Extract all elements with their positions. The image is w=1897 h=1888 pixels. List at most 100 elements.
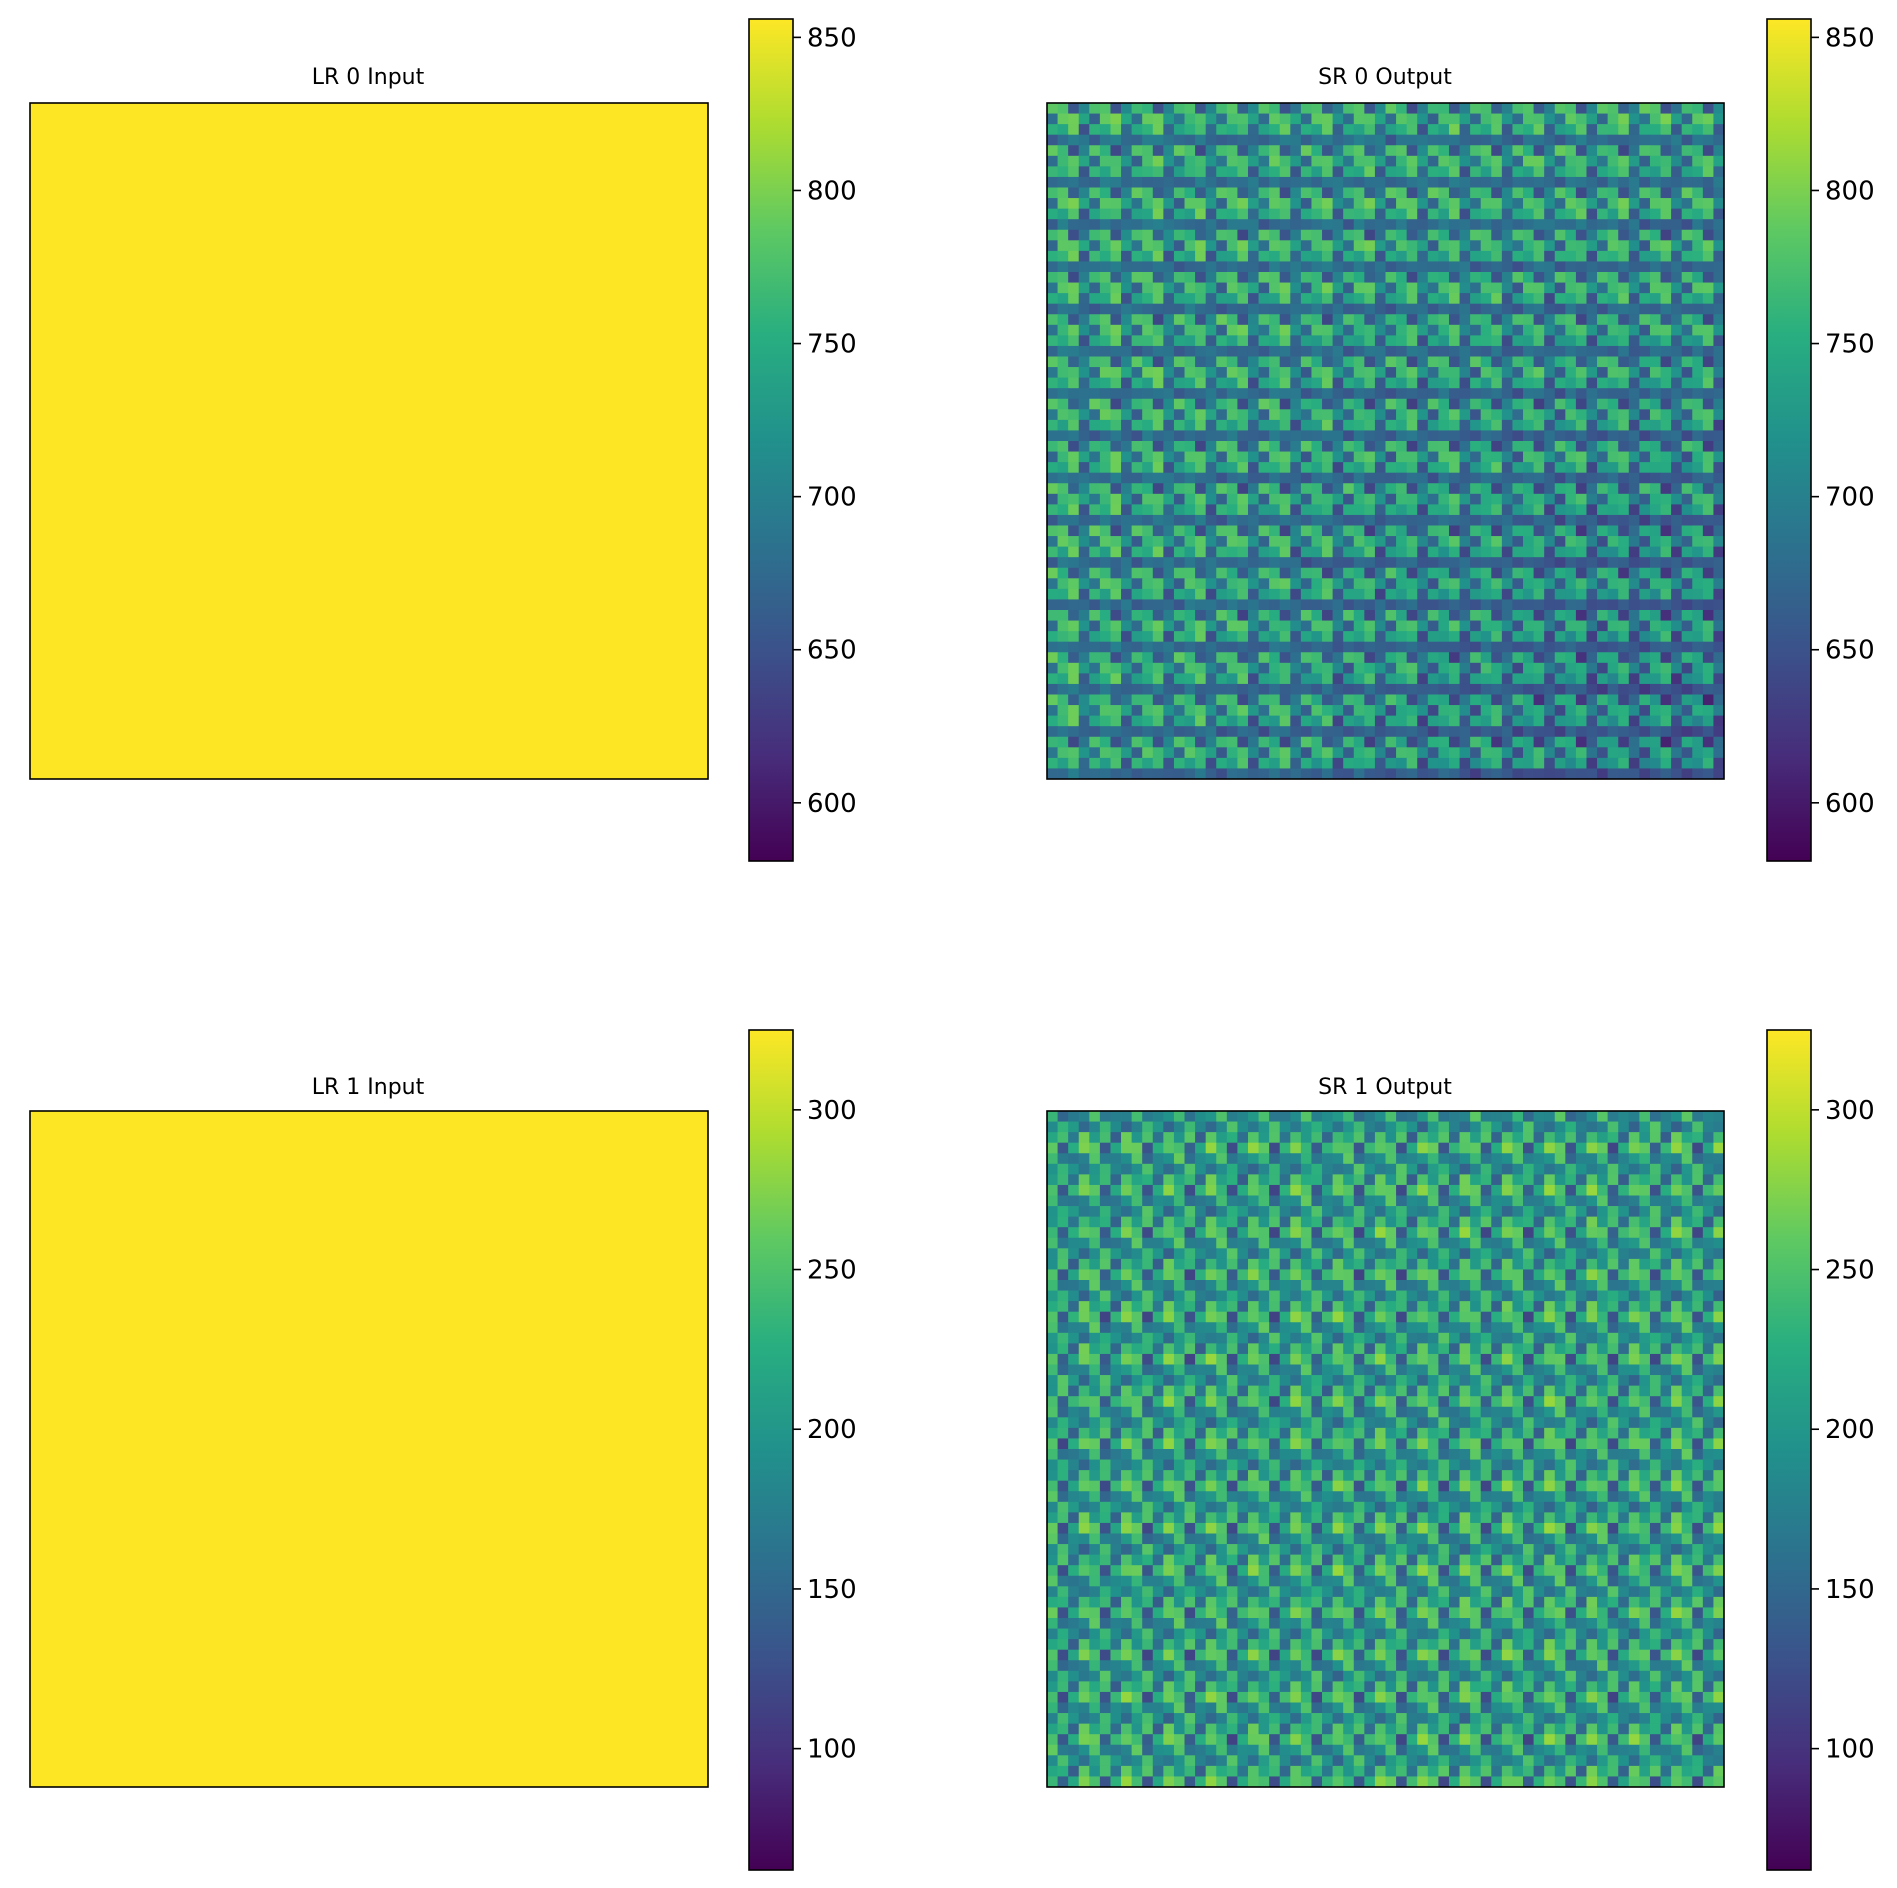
- heatmap-cell: [1300, 377, 1312, 389]
- heatmap-cell: [1332, 1216, 1344, 1228]
- heatmap-cell: [1512, 303, 1524, 315]
- heatmap-cell: [1142, 610, 1154, 621]
- heatmap-cell: [1692, 736, 1704, 748]
- heatmap-cell: [1470, 747, 1482, 759]
- heatmap-cell: [1343, 694, 1355, 706]
- heatmap-cell: [1152, 652, 1164, 664]
- heatmap-cell: [1131, 103, 1143, 114]
- heatmap-cell: [1597, 705, 1609, 717]
- heatmap-cell: [1110, 187, 1122, 199]
- heatmap-cell: [1512, 198, 1524, 210]
- heatmap-cell: [1195, 293, 1207, 305]
- heatmap-cell: [1311, 1206, 1323, 1218]
- heatmap-cell: [1649, 683, 1661, 695]
- heatmap-cell: [1290, 261, 1302, 273]
- heatmap-cell: [1068, 483, 1080, 495]
- heatmap-cell: [1121, 1195, 1133, 1207]
- heatmap-cell: [1681, 493, 1693, 505]
- heatmap-cell: [1057, 229, 1069, 241]
- heatmap-cell: [1406, 1195, 1418, 1207]
- heatmap-cell: [1173, 303, 1185, 315]
- heatmap-cell: [1692, 1132, 1704, 1144]
- heatmap-cell: [1607, 641, 1619, 653]
- heatmap-cell: [1470, 1153, 1482, 1165]
- heatmap-cell: [1216, 652, 1228, 664]
- heatmap-cell: [1247, 1142, 1259, 1154]
- heatmap-cell: [1512, 103, 1524, 114]
- heatmap-cell: [1671, 757, 1683, 769]
- heatmap-cell: [1078, 1163, 1090, 1175]
- heatmap-cell: [1639, 176, 1651, 188]
- heatmap-cell: [1269, 641, 1281, 653]
- heatmap-cell: [1618, 1121, 1630, 1133]
- heatmap-cell: [1364, 1174, 1376, 1186]
- heatmap-cell: [1544, 356, 1556, 368]
- heatmap-cell: [1702, 694, 1714, 706]
- heatmap-cell: [1501, 187, 1513, 199]
- heatmap-cell: [1152, 441, 1164, 452]
- heatmap-cell: [1671, 726, 1683, 738]
- heatmap-cell: [1364, 641, 1376, 653]
- heatmap-cell: [1226, 1163, 1238, 1175]
- heatmap-cell: [1247, 1184, 1259, 1196]
- heatmap-cell: [1501, 1121, 1513, 1133]
- plot-frame: [29, 1110, 709, 1788]
- heatmap-cell: [1501, 599, 1513, 611]
- heatmap-cell: [1406, 757, 1418, 769]
- heatmap-cell: [1427, 726, 1439, 738]
- heatmap-cell: [1205, 493, 1217, 505]
- heatmap-cell: [1110, 757, 1122, 769]
- heatmap-cell: [1300, 705, 1312, 717]
- heatmap-cell: [1565, 261, 1577, 273]
- heatmap-cell: [1692, 683, 1704, 695]
- heatmap-cell: [1332, 250, 1344, 262]
- heatmap-cell: [1205, 620, 1217, 632]
- heatmap-cell: [1639, 757, 1651, 769]
- heatmap-cell: [1523, 1184, 1534, 1196]
- heatmap-cell: [1332, 1195, 1344, 1207]
- heatmap-cell: [1142, 441, 1154, 452]
- heatmap-cell: [1099, 1153, 1111, 1165]
- heatmap-cell: [1374, 324, 1386, 336]
- heatmap-cell: [1533, 166, 1545, 178]
- heatmap-cell: [1639, 1111, 1651, 1122]
- heatmap-cell: [1142, 367, 1154, 379]
- heatmap-cell: [1353, 504, 1365, 516]
- heatmap-cell: [1618, 134, 1630, 146]
- heatmap-cell: [1047, 240, 1058, 252]
- heatmap-cell: [1692, 546, 1704, 558]
- heatmap-cell: [1152, 324, 1164, 336]
- heatmap-cell: [1353, 345, 1365, 357]
- heatmap-cell: [1417, 736, 1429, 748]
- heatmap-cell: [1279, 705, 1291, 717]
- heatmap-cell: [1142, 1216, 1154, 1228]
- heatmap-cell: [1089, 620, 1101, 632]
- heatmap-cell: [1047, 715, 1058, 727]
- heatmap-cell: [1671, 683, 1683, 695]
- heatmap-cell: [1607, 546, 1619, 558]
- heatmap-cell: [1628, 1206, 1640, 1218]
- heatmap-cell: [1597, 567, 1609, 579]
- heatmap-cell: [1300, 335, 1312, 347]
- heatmap-cell: [1639, 293, 1651, 305]
- heatmap-cell: [1565, 1153, 1577, 1165]
- heatmap-cell: [1470, 536, 1482, 548]
- heatmap-cell: [1258, 430, 1270, 442]
- heatmap-cell: [1163, 694, 1175, 706]
- heatmap-cell: [1374, 462, 1386, 474]
- heatmap-cell: [1586, 705, 1598, 717]
- heatmap-cell: [1300, 198, 1312, 210]
- heatmap-cell: [1068, 1237, 1080, 1249]
- heatmap-cell: [1491, 736, 1503, 748]
- heatmap-cell: [1290, 483, 1302, 495]
- heatmap-cell: [1343, 124, 1355, 136]
- heatmap-cell: [1247, 303, 1259, 315]
- heatmap-cell: [1353, 419, 1365, 431]
- heatmap-cell: [1216, 472, 1228, 484]
- heatmap-cell: [1226, 430, 1238, 442]
- heatmap-cell: [1195, 546, 1207, 558]
- heatmap-cell: [1364, 1195, 1376, 1207]
- heatmap-cell: [1575, 441, 1587, 452]
- heatmap-cell: [1406, 641, 1418, 653]
- heatmap-cell: [1618, 462, 1630, 474]
